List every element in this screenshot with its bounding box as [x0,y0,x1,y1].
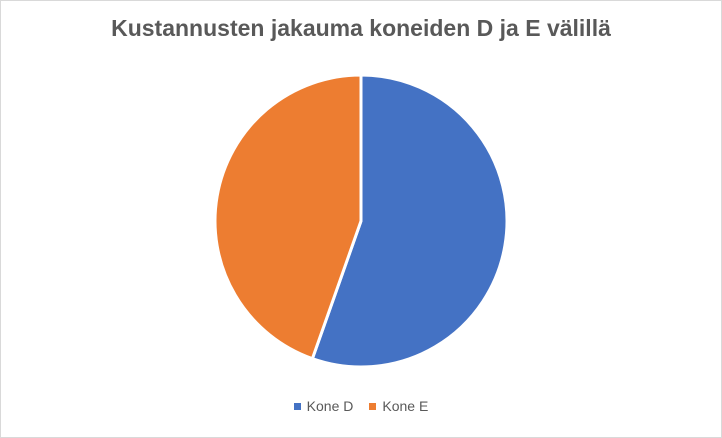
legend-swatch-kone-d [293,402,301,410]
chart-title: Kustannusten jakauma koneiden D ja E väl… [111,15,611,41]
pie-slice-kone-e [213,73,363,361]
legend: Kone D Kone E [1,398,721,414]
legend-label-kone-d: Kone D [306,398,354,414]
legend-item-kone-d: Kone D [293,398,354,414]
legend-label-kone-e: Kone E [382,398,429,414]
legend-swatch-kone-e [369,402,377,410]
legend-item-kone-e: Kone E [369,398,428,414]
